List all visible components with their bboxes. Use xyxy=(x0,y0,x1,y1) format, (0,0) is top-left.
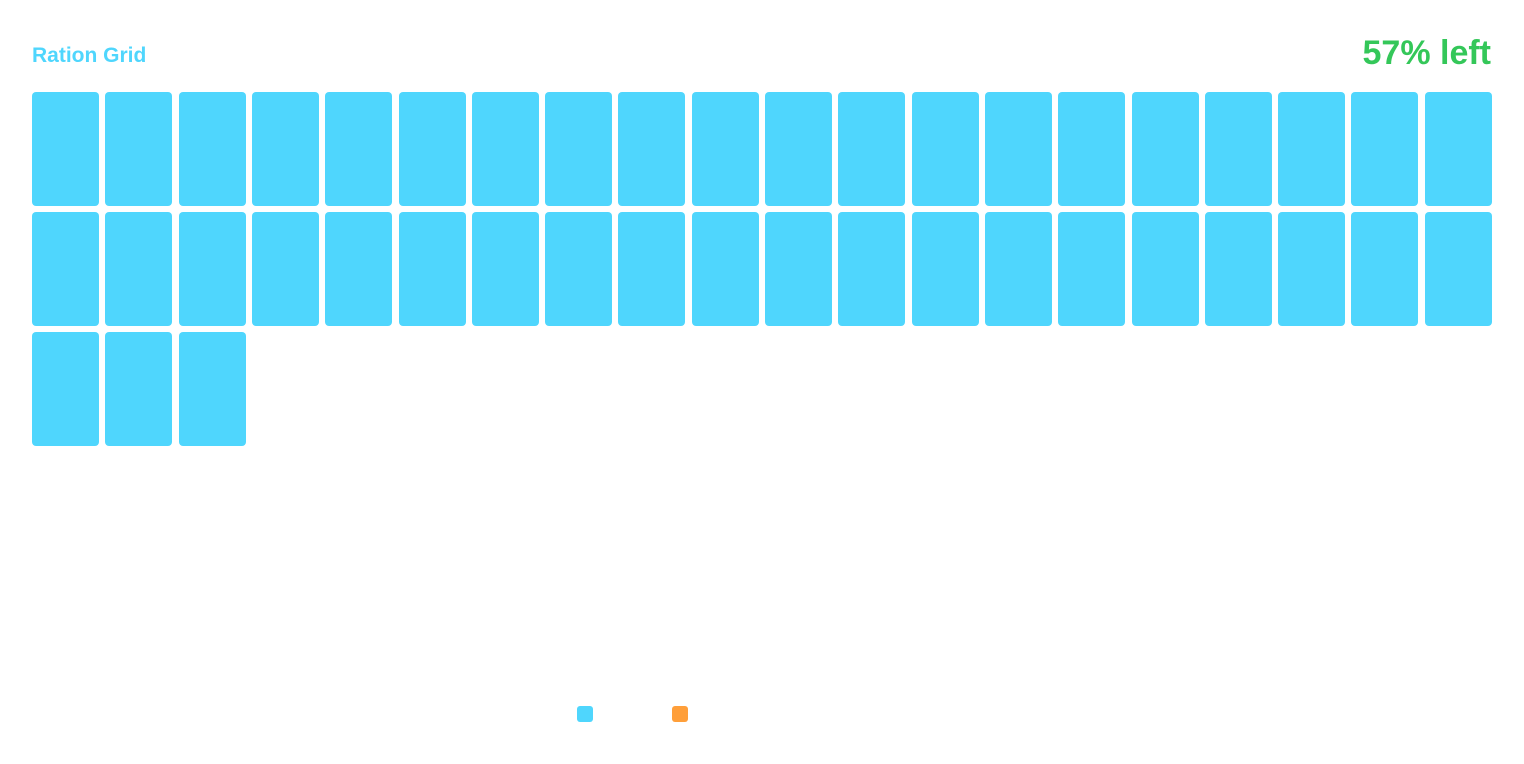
grid-cell xyxy=(985,212,1052,326)
grid-cell xyxy=(765,212,832,326)
grid-cell xyxy=(1351,212,1418,326)
grid-cell xyxy=(1278,92,1345,206)
grid-cell xyxy=(1278,212,1345,326)
grid-cell xyxy=(105,92,172,206)
grid-cell xyxy=(252,92,319,206)
grid-cell xyxy=(105,332,172,446)
grid-cell xyxy=(1351,92,1418,206)
grid-cell xyxy=(32,92,99,206)
grid-cell xyxy=(618,92,685,206)
grid-cell xyxy=(1425,212,1492,326)
grid-cell xyxy=(912,212,979,326)
grid-cell xyxy=(838,92,905,206)
grid-cell xyxy=(985,92,1052,206)
grid-cell xyxy=(252,212,319,326)
grid-cell xyxy=(692,212,759,326)
grid-cell xyxy=(545,92,612,206)
remaining-status: 57% left xyxy=(1362,34,1492,72)
grid-cell xyxy=(399,92,466,206)
grid-cell xyxy=(1425,92,1492,206)
grid-cell xyxy=(765,92,832,206)
grid-cell xyxy=(1132,212,1199,326)
grid-cell xyxy=(692,92,759,206)
grid-cell xyxy=(618,212,685,326)
grid-cell xyxy=(838,212,905,326)
grid-cell xyxy=(1132,92,1199,206)
grid-cell xyxy=(179,332,246,446)
legend xyxy=(0,706,1524,722)
grid-cell xyxy=(399,212,466,326)
grid-cell xyxy=(472,92,539,206)
grid-cell xyxy=(912,92,979,206)
legend-swatch-used xyxy=(672,706,688,722)
legend-swatch-remaining xyxy=(577,706,593,722)
grid-cell xyxy=(1058,92,1125,206)
grid-cell xyxy=(105,212,172,326)
grid-cell xyxy=(1205,92,1272,206)
grid-cell xyxy=(325,92,392,206)
grid-cell xyxy=(32,212,99,326)
grid-cell xyxy=(545,212,612,326)
grid-cell xyxy=(179,212,246,326)
grid-cell xyxy=(325,212,392,326)
grid-cell xyxy=(1205,212,1272,326)
ration-grid xyxy=(32,92,1492,452)
grid-cell xyxy=(32,332,99,446)
grid-cell xyxy=(1058,212,1125,326)
chart-title: Ration Grid xyxy=(32,44,147,67)
grid-cell xyxy=(472,212,539,326)
grid-cell xyxy=(179,92,246,206)
